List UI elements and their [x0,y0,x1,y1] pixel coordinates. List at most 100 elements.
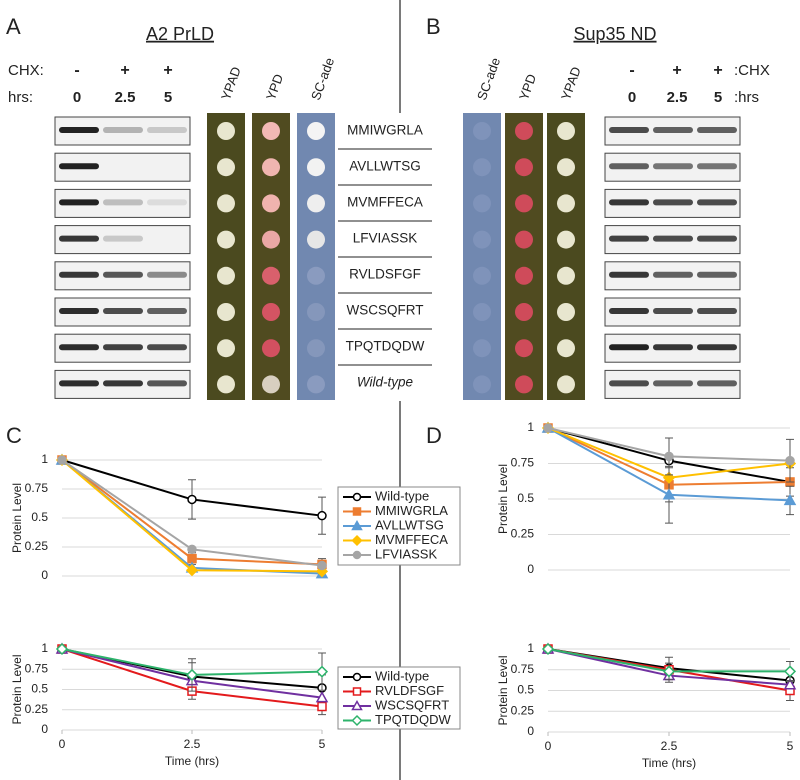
colony-spot [262,375,280,394]
blot-band [609,271,649,278]
colony-spot [217,230,235,249]
y-tick-label: 0 [41,722,48,736]
colony-spot [262,158,280,177]
strain-name: RVLDSFGF [349,267,421,282]
colony-spot [307,122,325,140]
blot-band [653,127,693,133]
colony-spot [262,266,280,285]
colony-spot [557,375,575,394]
colony-spot [262,122,280,140]
legend-marker [352,550,362,560]
data-point [317,560,327,571]
legend-label: Wild-type [375,488,429,503]
x-tick-label: 5 [787,739,794,753]
blot-band [609,380,649,387]
colony-spot [557,230,575,249]
y-tick-label: 0 [527,724,534,738]
data-point [541,642,555,656]
x-tick-label: 0 [59,737,66,751]
blot-band [103,235,143,242]
blot-band [103,199,143,206]
blot-band [103,127,143,133]
plate-label: YPAD [558,65,584,102]
time-label: 5 [714,89,722,106]
colony-spot [262,230,280,249]
colony-spot [473,375,491,394]
colony-spot [262,303,280,321]
data-point [57,455,67,465]
legend-marker [351,699,363,711]
plate-label: YPAD [218,65,244,102]
blot-band [147,127,187,133]
plate-label: SC-ade [308,56,337,103]
legend-marker [351,519,363,531]
y-axis-label: Protein Level [10,483,24,553]
colony-spot [217,339,235,358]
y-tick-label: 0.25 [511,527,535,541]
blot-band [59,199,99,206]
data-point [187,544,197,555]
blot-band [609,344,649,351]
colony-spot [515,303,533,321]
blot-band [653,271,693,278]
data-point [783,678,797,690]
colony-spot [515,194,533,213]
panel-label: C [6,423,22,448]
strain-name: LFVIASSK [353,231,418,246]
colony-spot [307,194,325,213]
blot-band [59,271,99,278]
strain-name: WSCSQFRT [347,303,424,318]
panel-label: B [426,14,441,39]
panel-title: A2 PrLD [146,24,214,44]
legend-label: Wild-type [375,668,429,683]
colony-spot [307,339,325,358]
data-point [185,668,199,681]
colony-spot [307,158,325,177]
legend-marker [351,534,363,547]
y-tick-label: 0.25 [511,703,535,717]
legend-label: AVLLWTSG [375,517,444,532]
y-tick-label: 0.75 [511,456,535,470]
colony-spot [557,158,575,177]
strain-name: AVLLWTSG [349,159,421,174]
blot-band [697,380,737,387]
colony-spot [515,339,533,358]
blot-band [59,380,99,387]
blot-band [103,308,143,314]
blot-band [697,235,737,242]
y-tick-label: 0.75 [25,661,49,675]
colony-spot [217,122,235,140]
legend-label: RVLDFSGF [375,683,444,698]
data-point [315,691,329,703]
colony-spot [473,122,491,140]
blot-band [697,271,737,278]
strain-name: TPQTDQDW [346,339,425,354]
time-label: 0 [73,89,81,106]
blot-band [609,308,649,314]
row-label: CHX: [8,62,44,79]
legend-label: TPQTDQDW [375,712,452,727]
colony-spot [217,303,235,321]
y-tick-label: 0.5 [31,510,48,524]
x-tick-label: 0 [545,739,552,753]
colony-spot [515,375,533,394]
time-label: 2.5 [667,89,688,106]
blot-band [697,127,737,133]
colony-spot [217,194,235,213]
y-tick-label: 1 [527,641,534,655]
data-point [315,665,329,678]
y-tick-label: 1 [41,452,48,466]
y-tick-label: 0 [527,562,534,576]
legend-marker [352,507,362,516]
legend-marker [352,672,362,682]
blot-band [609,199,649,206]
colony-spot [557,339,575,358]
strain-name: MVMFFECA [347,195,423,210]
row-label: :CHX [734,62,770,79]
x-axis-label: Time (hrs) [642,756,696,770]
blot-band [653,199,693,206]
legend-label: LFVIASSK [375,546,437,561]
blot-band [147,199,187,206]
row-label: :hrs [734,89,759,106]
